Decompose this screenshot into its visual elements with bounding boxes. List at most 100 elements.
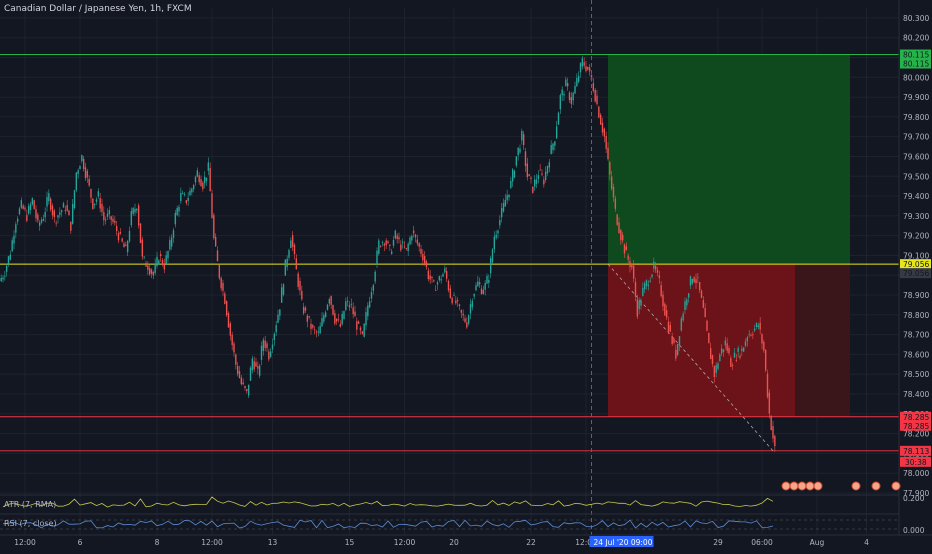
candle-body: [46, 197, 48, 207]
candle-body: [671, 336, 673, 345]
candle-body: [632, 265, 635, 279]
candle-body: [192, 185, 195, 190]
event-marker-icon[interactable]: [789, 481, 799, 491]
candle-body: [213, 215, 215, 239]
candle-body: [449, 288, 452, 298]
candle-body: [530, 177, 532, 179]
candle-body: [288, 250, 290, 258]
candle-body: [664, 303, 666, 316]
event-marker-icon[interactable]: [891, 481, 901, 491]
event-marker-icon[interactable]: [805, 481, 815, 491]
candle-body: [11, 240, 13, 252]
event-marker-icon[interactable]: [871, 481, 881, 491]
candle-body: [185, 200, 188, 204]
event-marker-icon[interactable]: [851, 481, 861, 491]
candle-body: [422, 253, 424, 261]
candle-body: [86, 170, 89, 178]
candle-body: [301, 290, 303, 300]
candle-body: [363, 323, 365, 337]
candle-body: [658, 275, 661, 279]
candle-body: [761, 334, 763, 344]
y-tick-label: 78.600: [903, 350, 929, 359]
candle-body: [284, 259, 287, 276]
price-label-bg: [900, 268, 931, 279]
candle-body: [306, 315, 309, 322]
event-marker-icon[interactable]: [781, 481, 791, 491]
indicator-panes: [0, 494, 899, 530]
candle-body: [249, 367, 252, 381]
candle-body: [537, 175, 540, 180]
candle-body: [73, 190, 76, 208]
candle-body: [389, 244, 391, 246]
candle-body: [222, 282, 224, 291]
candle-body: [134, 208, 136, 213]
candle-body: [621, 234, 624, 241]
event-markers[interactable]: [781, 481, 901, 491]
y-tick-label: 78.400: [903, 390, 929, 399]
candle-body: [700, 290, 703, 298]
candle-body: [466, 322, 468, 328]
rsi-label: RSI (7, close): [4, 519, 57, 528]
candle-body: [335, 318, 338, 322]
candle-body: [57, 215, 59, 218]
candle-body: [405, 247, 408, 249]
candle-body: [484, 282, 486, 290]
candle-body: [286, 258, 288, 267]
candle-body: [398, 237, 400, 240]
candle-body: [508, 194, 510, 198]
candle-body: [460, 309, 463, 313]
candle-body: [376, 250, 378, 265]
candle-body: [374, 271, 376, 282]
candle-body: [618, 222, 620, 234]
candle-body: [660, 285, 662, 297]
candle-body: [5, 265, 8, 272]
candle-body: [678, 336, 681, 346]
candle-body: [486, 276, 488, 284]
candle-body: [183, 194, 186, 196]
candle-body: [442, 274, 444, 277]
candle-body: [68, 210, 70, 216]
candle-body: [194, 176, 197, 183]
candle-body: [15, 224, 17, 233]
event-marker-icon[interactable]: [813, 481, 823, 491]
candle-body: [394, 230, 397, 239]
candle-body: [44, 211, 46, 218]
rsi-tick-label: 0.000: [903, 526, 925, 535]
x-tick-label: 29: [713, 538, 723, 547]
candle-body: [75, 172, 78, 191]
candle-body: [383, 243, 386, 246]
candle-body: [123, 243, 125, 248]
candle-body: [64, 209, 67, 211]
candle-body: [653, 261, 655, 269]
candle-body: [445, 271, 448, 279]
candle-body: [350, 303, 353, 305]
candle-body: [521, 130, 523, 141]
candle-body: [522, 134, 525, 146]
candle-body: [500, 208, 503, 218]
candle-body: [187, 197, 189, 201]
candle-body: [264, 340, 266, 348]
candle-body: [464, 318, 466, 322]
candle-body: [49, 198, 52, 210]
candle-body: [554, 141, 556, 146]
candle-body: [247, 384, 250, 396]
candle-body: [423, 256, 426, 264]
candle-body: [27, 206, 30, 214]
candle-body: [390, 251, 393, 255]
candle-body: [711, 355, 714, 365]
candle-body: [577, 76, 580, 82]
candle-body: [341, 313, 343, 325]
candle-body: [379, 245, 382, 247]
candle-body: [770, 415, 772, 430]
candle-body: [748, 334, 750, 336]
candle-body: [733, 352, 736, 358]
candle-body: [576, 77, 578, 87]
candle-body: [313, 329, 316, 331]
candle-body: [84, 167, 87, 179]
event-marker-icon[interactable]: [797, 481, 807, 491]
candle-body: [372, 285, 375, 291]
candle-body: [480, 288, 483, 295]
candle-body: [631, 263, 633, 268]
